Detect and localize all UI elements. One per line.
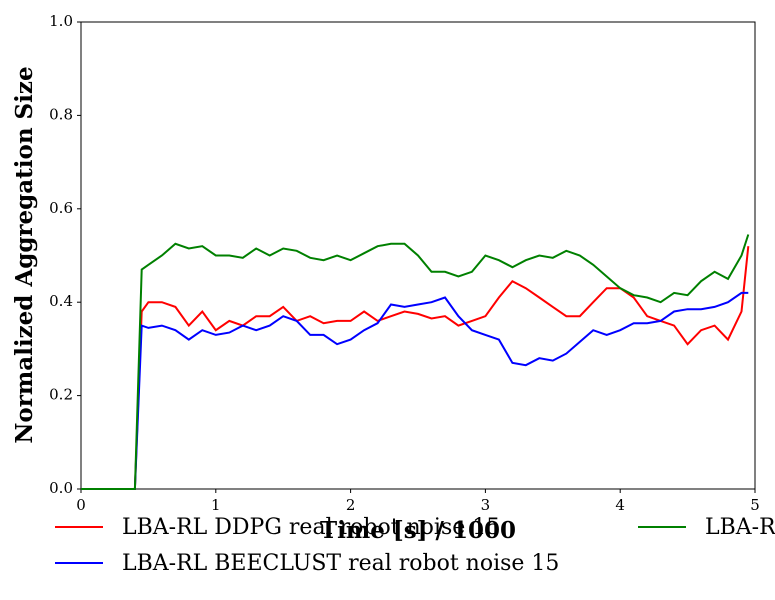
x-tick-label: 0 [76, 496, 86, 514]
data-line [81, 291, 749, 490]
x-tick-label: 4 [615, 496, 625, 514]
x-tick-label: 2 [346, 496, 356, 514]
legend-label: LBA-R [705, 515, 775, 540]
data-line [81, 246, 750, 490]
y-tick-label: 0.8 [49, 105, 73, 123]
y-tick-label: 0.4 [49, 292, 73, 310]
y-tick-label: 0.6 [49, 199, 73, 217]
y-tick-label: 0.0 [49, 479, 73, 497]
legend-label: LBA-RL BEECLUST real robot noise 15 [122, 551, 559, 576]
y-axis-label: Normalized Aggregation Size [11, 66, 38, 443]
legend-label: LBA-RL DDPG real robot noise 15 [122, 515, 500, 540]
x-tick-label: 3 [481, 496, 491, 514]
plot-frame [80, 21, 756, 490]
y-tick-label: 1.0 [49, 12, 73, 30]
x-tick-label: 1 [211, 496, 221, 514]
data-line [81, 234, 750, 490]
x-tick-label: 5 [750, 496, 760, 514]
y-tick-label: 0.2 [49, 386, 73, 404]
x-axis-label: Time [s] / 1000 [320, 517, 516, 544]
